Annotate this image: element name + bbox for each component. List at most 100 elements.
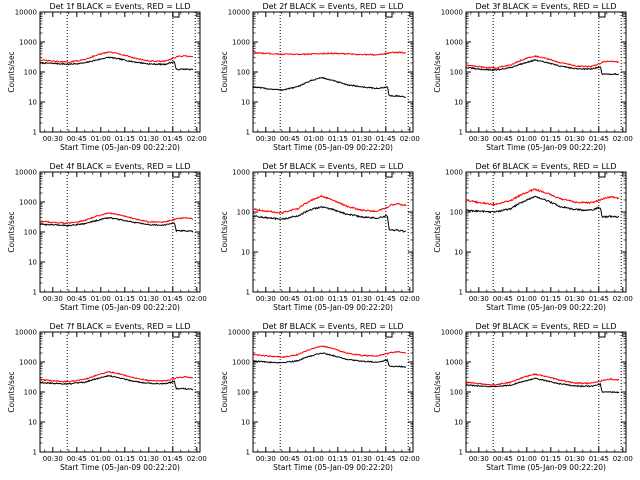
x-tick-label: 01:30 (565, 295, 585, 303)
detector-panel-8: Det 8f BLACK = Events, RED = LLD 1 10 100 10… (220, 322, 420, 472)
x-tick-label: 01:45 (376, 295, 396, 303)
lld-series-line (39, 212, 194, 225)
marker-box (598, 171, 606, 178)
x-tick-label: 00:30 (256, 135, 276, 143)
events-series-line (252, 76, 407, 99)
plot-frame (39, 11, 201, 133)
x-tick-label: 02:00 (613, 135, 633, 143)
y-tick-label: 100 (24, 389, 37, 397)
lld-series-line (252, 51, 406, 57)
detector-panel-6: Det 6f BLACK = Events, RED = LLD 1 10 100 10… (433, 162, 633, 312)
lld-series-line (39, 51, 194, 64)
lld-series-line (39, 370, 194, 383)
x-tick-label: 01:15 (328, 295, 348, 303)
x-tick-label: 01:30 (139, 135, 159, 143)
y-tick-label: 1 (459, 289, 463, 297)
x-axis-label: Start Time (05-Jan-09 00:22:20) (60, 463, 180, 472)
x-axis-label: Start Time (05-Jan-09 00:22:20) (486, 463, 606, 472)
y-tick-label: 10 (241, 249, 250, 257)
x-tick-label: 01:15 (115, 135, 135, 143)
plot-frame (39, 331, 201, 453)
x-tick-label: 01:30 (139, 295, 159, 303)
marker-box (172, 331, 180, 338)
x-tick-label: 01:15 (328, 455, 348, 463)
detector-panel-4: Det 4f BLACK = Events, RED = LLD 1 10 100 10… (7, 162, 207, 312)
events-series-line (252, 352, 407, 368)
x-tick-label: 01:00 (91, 295, 111, 303)
y-tick-label: 100 (237, 69, 250, 77)
x-axis-label: Start Time (05-Jan-09 00:22:20) (486, 303, 606, 312)
x-tick-label: 01:15 (115, 295, 135, 303)
x-axis-label: Start Time (05-Jan-09 00:22:20) (273, 143, 393, 152)
x-axis-label: Start Time (05-Jan-09 00:22:20) (273, 303, 393, 312)
panel-title: Det 5f BLACK = Events, RED = LLD (262, 162, 403, 171)
x-tick-label: 00:30 (256, 455, 276, 463)
y-axis-label: Counts/sec (220, 371, 229, 412)
x-tick-label: 00:30 (43, 135, 63, 143)
x-tick-label: 01:00 (517, 455, 537, 463)
lld-series-line (252, 345, 407, 359)
x-tick-label: 02:00 (400, 455, 420, 463)
y-tick-label: 100 (237, 209, 250, 217)
plot-frame (252, 331, 414, 453)
x-tick-label: 00:30 (469, 455, 489, 463)
x-tick-label: 01:30 (139, 455, 159, 463)
y-tick-label: 10 (241, 419, 250, 427)
events-series-line (39, 216, 194, 233)
y-axis-label: Counts/sec (7, 211, 16, 252)
y-tick-label: 1 (33, 289, 37, 297)
detector-panel-3: Det 3f BLACK = Events, RED = LLD 1 10 100 10… (433, 2, 633, 152)
x-tick-label: 01:30 (352, 135, 372, 143)
plot-frame (252, 11, 414, 133)
panel-title: Det 7f BLACK = Events, RED = LLD (49, 322, 190, 331)
y-tick-label: 1000 (445, 39, 463, 47)
x-tick-label: 01:15 (541, 135, 561, 143)
lld-series-line (465, 55, 620, 70)
lld-series-line (252, 194, 407, 215)
x-tick-label: 01:00 (517, 295, 537, 303)
y-axis-label: Counts/sec (7, 51, 16, 92)
x-tick-label: 00:45 (493, 135, 513, 143)
x-axis-label: Start Time (05-Jan-09 00:22:20) (60, 303, 180, 312)
x-tick-label: 01:45 (589, 455, 609, 463)
x-tick-label: 01:45 (163, 295, 183, 303)
y-tick-label: 1 (246, 129, 250, 137)
x-tick-label: 01:30 (352, 455, 372, 463)
marker-box (598, 331, 606, 338)
y-axis-label: Counts/sec (433, 371, 442, 412)
y-tick-label: 10000 (441, 329, 463, 337)
x-tick-label: 01:30 (565, 135, 585, 143)
x-tick-label: 01:45 (376, 135, 396, 143)
detector-panel-5: Det 5f BLACK = Events, RED = LLD 1 10 100 10… (220, 162, 420, 312)
y-tick-label: 10 (28, 419, 37, 427)
lld-series-line (465, 188, 620, 207)
y-tick-label: 10000 (228, 9, 250, 17)
x-tick-label: 02:00 (613, 295, 633, 303)
plot-frame (465, 171, 627, 293)
y-tick-label: 1000 (19, 359, 37, 367)
x-tick-label: 01:45 (163, 135, 183, 143)
plot-frame (252, 171, 414, 293)
y-tick-label: 10000 (15, 9, 37, 17)
events-series-line (465, 377, 620, 394)
x-tick-label: 00:45 (280, 295, 300, 303)
marker-box (172, 171, 180, 178)
y-tick-label: 1 (459, 449, 463, 457)
y-tick-label: 1 (246, 289, 250, 297)
detector-panel-9: Det 9f BLACK = Events, RED = LLD 1 10 100 10… (433, 322, 633, 472)
x-tick-label: 00:45 (493, 295, 513, 303)
x-tick-label: 02:00 (187, 295, 207, 303)
panel-title: Det 2f BLACK = Events, RED = LLD (262, 2, 403, 11)
x-tick-label: 02:00 (400, 135, 420, 143)
events-series-line (465, 195, 620, 219)
x-axis-label: Start Time (05-Jan-09 00:22:20) (273, 463, 393, 472)
x-tick-label: 00:45 (67, 135, 87, 143)
y-tick-label: 1 (246, 449, 250, 457)
x-tick-label: 02:00 (187, 455, 207, 463)
y-tick-label: 10000 (228, 329, 250, 337)
panel-title: Det 4f BLACK = Events, RED = LLD (49, 162, 190, 171)
y-tick-label: 100 (24, 229, 37, 237)
x-tick-label: 01:00 (304, 295, 324, 303)
y-tick-label: 10000 (441, 9, 463, 17)
x-tick-label: 01:30 (352, 295, 372, 303)
